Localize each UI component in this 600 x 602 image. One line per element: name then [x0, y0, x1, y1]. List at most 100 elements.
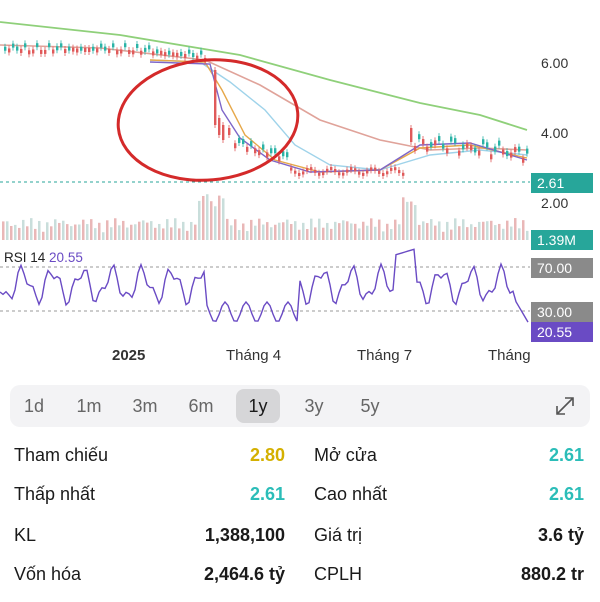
tham-chieu-value: 2.80: [249, 445, 285, 465]
volume-bar: [206, 194, 209, 240]
candle-body: [366, 170, 369, 174]
volume-bar: [234, 219, 237, 240]
candle-body: [382, 172, 385, 176]
stats-row-2: Thấp nhất 2.61 Cao nhất 2.61: [0, 484, 600, 522]
stock-chart[interactable]: 6.00 4.00 2.00 2.61 1.39M 70.00 30.00 20…: [0, 0, 600, 375]
candle-body: [302, 171, 305, 175]
candle-body: [438, 136, 441, 142]
volume-bar: [338, 223, 341, 240]
candle-body: [56, 46, 59, 51]
candle-body: [136, 43, 139, 48]
volume-bar: [354, 223, 357, 240]
cplh-value: 880.2 tr: [520, 564, 584, 584]
volume-bar: [246, 231, 249, 240]
volume-bar: [150, 221, 153, 240]
candle-body: [282, 151, 285, 157]
cao-nhat-value: 2.61: [548, 484, 584, 504]
volume-bar: [122, 220, 125, 240]
candle-body: [152, 51, 155, 56]
volume-bar: [446, 221, 449, 240]
candle-body: [36, 43, 39, 48]
candle-body: [72, 47, 75, 52]
candle-body: [242, 139, 245, 145]
candle-body: [180, 51, 183, 56]
candle-body: [132, 50, 135, 55]
volume-bar: [62, 220, 65, 240]
volume-bar: [182, 221, 185, 240]
candle-body: [358, 171, 361, 175]
volume-bar: [50, 226, 53, 240]
candle-body: [120, 49, 123, 54]
volume-bar: [414, 205, 417, 240]
period-3m-button[interactable]: 3m: [132, 396, 158, 416]
candle-body: [514, 147, 517, 153]
x-axis-label-thang-7: Tháng 7: [357, 347, 413, 364]
candle-body: [354, 168, 357, 172]
volume-bar: [442, 231, 445, 240]
volume-bar: [358, 228, 361, 240]
period-5y-button[interactable]: 5y: [360, 396, 380, 416]
candle-body: [454, 138, 457, 144]
kl-label: KL: [14, 525, 37, 545]
volume-bar: [490, 220, 493, 240]
candle-body: [494, 146, 497, 152]
volume-bar: [370, 218, 373, 240]
volume-bar: [394, 219, 397, 240]
volume-bar: [522, 220, 525, 240]
candle-body: [458, 150, 461, 156]
rsi-value-tag: 20.55: [531, 322, 593, 342]
period-3y-button[interactable]: 3y: [304, 396, 324, 416]
stats-row-3: KL 1,388,100 Giá trị 3.6 tỷ: [0, 525, 600, 563]
volume-bar: [158, 223, 161, 240]
period-1d-button[interactable]: 1d: [23, 396, 45, 416]
volume-bar: [502, 228, 505, 240]
candle-body: [314, 169, 317, 173]
volume-bar: [470, 224, 473, 240]
candle-body: [84, 47, 87, 52]
candle-body: [462, 144, 465, 150]
period-1m-button[interactable]: 1m: [76, 396, 102, 416]
expand-icon[interactable]: [554, 395, 576, 417]
candle-body: [306, 168, 309, 172]
candle-body: [108, 48, 111, 53]
volume-bar: [302, 222, 305, 240]
candle-body: [286, 152, 289, 158]
candle-body: [48, 43, 51, 48]
volume-bar: [174, 218, 177, 240]
candle-body: [100, 43, 103, 48]
volume-bar: [426, 223, 429, 240]
candle-body: [362, 172, 365, 176]
candle-body: [486, 142, 489, 148]
candle-body: [144, 47, 147, 52]
volume-bar: [386, 223, 389, 240]
candle-body: [298, 172, 301, 176]
candle-body: [40, 49, 43, 54]
candle-body: [482, 139, 485, 145]
rsi-indicator-label: RSI 14 20.55: [4, 250, 83, 265]
period-1y-button[interactable]: 1y: [236, 389, 280, 423]
candle-body: [188, 49, 191, 54]
candle-body: [176, 52, 179, 57]
candle-body: [184, 53, 187, 58]
volume-bar: [450, 229, 453, 240]
volume-bar: [54, 219, 57, 240]
period-6m-button[interactable]: 6m: [188, 396, 214, 416]
volume-bar: [194, 224, 197, 240]
volume-bar: [478, 221, 481, 240]
chart-canvas[interactable]: [0, 0, 600, 375]
candle-body: [28, 50, 31, 55]
stats-row-4: Vốn hóa 2,464.6 tỷ CPLH 880.2 tr: [0, 564, 600, 602]
candle-body: [414, 145, 417, 151]
volume-bar: [134, 224, 137, 240]
volume-bar: [326, 222, 329, 240]
volume-bar: [70, 226, 73, 240]
rsi-level-70-tag: 70.00: [531, 258, 593, 278]
cao-nhat-label: Cao nhất: [314, 484, 388, 504]
volume-bar: [454, 218, 457, 240]
volume-bar: [366, 225, 369, 240]
candle-body: [402, 172, 405, 176]
period-selector: 1d 1m 3m 6m 1y 3y 5y: [10, 385, 590, 427]
volume-bar: [118, 225, 121, 240]
candle-body: [290, 167, 293, 171]
thap-nhat-label: Thấp nhất: [14, 484, 96, 504]
